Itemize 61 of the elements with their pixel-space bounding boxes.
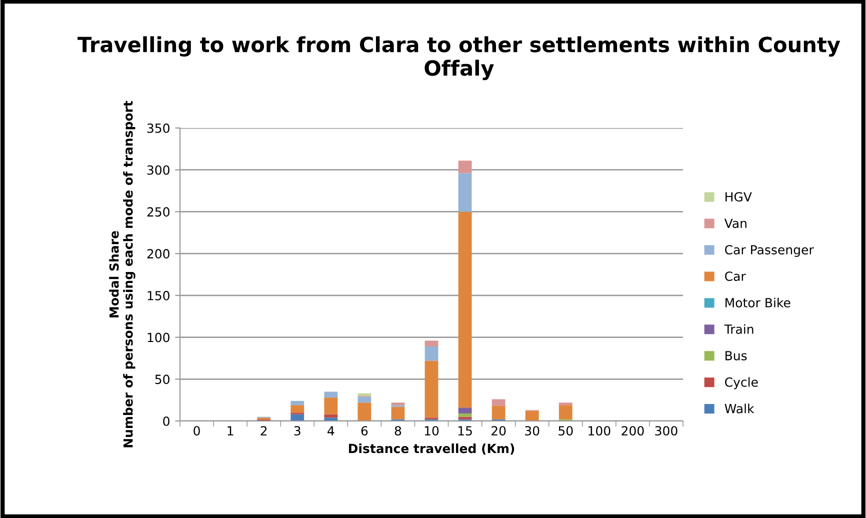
bar	[391, 402, 405, 406]
x-tick-label: 15	[458, 426, 472, 436]
bar	[424, 346, 438, 361]
legend-label: Van	[724, 218, 746, 228]
x-tick-label: 2	[260, 426, 267, 436]
bar	[424, 340, 438, 346]
x-tick-label: 20	[492, 426, 506, 436]
legend-label: Car	[725, 272, 746, 281]
bar	[324, 414, 338, 418]
bar	[458, 408, 472, 414]
legend-label: HGV	[726, 192, 752, 202]
y-tick-label: 350	[147, 123, 170, 133]
legend-label: Bus	[726, 351, 747, 360]
bar	[558, 405, 572, 420]
y-tick-label: 0	[163, 416, 170, 426]
bar	[324, 392, 338, 398]
x-tick-label: 4	[328, 426, 334, 436]
chart-title: Travelling to work from Clara to other settlements within County Offaly	[78, 36, 840, 80]
legend-label: Car Passenger	[725, 245, 814, 257]
legend-label: Cycle	[725, 377, 758, 390]
bar	[290, 400, 304, 406]
bar	[492, 406, 506, 420]
y-tick-label: 300	[147, 165, 170, 175]
bar	[458, 416, 472, 420]
bar	[358, 402, 372, 421]
y-axis-title: Modal Share Number of persons using each mode of transport	[109, 100, 136, 448]
bar	[558, 402, 572, 406]
x-tick-label: 3	[294, 426, 300, 436]
bar	[358, 393, 372, 396]
x-tick-label: 6	[361, 426, 368, 436]
x-tick-label: 10	[424, 426, 439, 436]
x-tick-label: 50	[558, 426, 573, 436]
legend-label: Walk	[724, 404, 754, 414]
x-tick-label: 8	[394, 426, 402, 436]
x-tick-label: 1	[228, 426, 234, 436]
bar	[358, 396, 372, 403]
bar	[458, 212, 472, 408]
bar	[391, 406, 405, 420]
bar	[458, 173, 472, 212]
bar	[525, 410, 539, 421]
bar	[492, 399, 506, 406]
legend-label: Motor Bike	[726, 298, 790, 308]
x-tick-label: 300	[655, 426, 678, 436]
y-tick-label: 200	[147, 249, 170, 258]
bar	[424, 360, 438, 418]
y-tick-label: 100	[148, 332, 170, 342]
x-tick-label: 200	[622, 426, 644, 436]
x-tick-label: 0	[194, 426, 200, 436]
bar	[458, 160, 472, 174]
bar	[324, 418, 338, 421]
bar	[290, 414, 304, 421]
bar	[458, 413, 472, 417]
bar	[324, 398, 338, 414]
bar	[290, 405, 304, 413]
x-tick-label: 30	[525, 426, 540, 436]
y-tick-label: 150	[148, 290, 170, 300]
y-tick-label: 250	[147, 207, 170, 217]
x-tick-label: 100	[588, 426, 610, 436]
legend-label: Train	[724, 324, 754, 334]
y-tick-label: 50	[155, 374, 170, 384]
x-axis-title: Distance travelled (Km)	[348, 444, 514, 455]
